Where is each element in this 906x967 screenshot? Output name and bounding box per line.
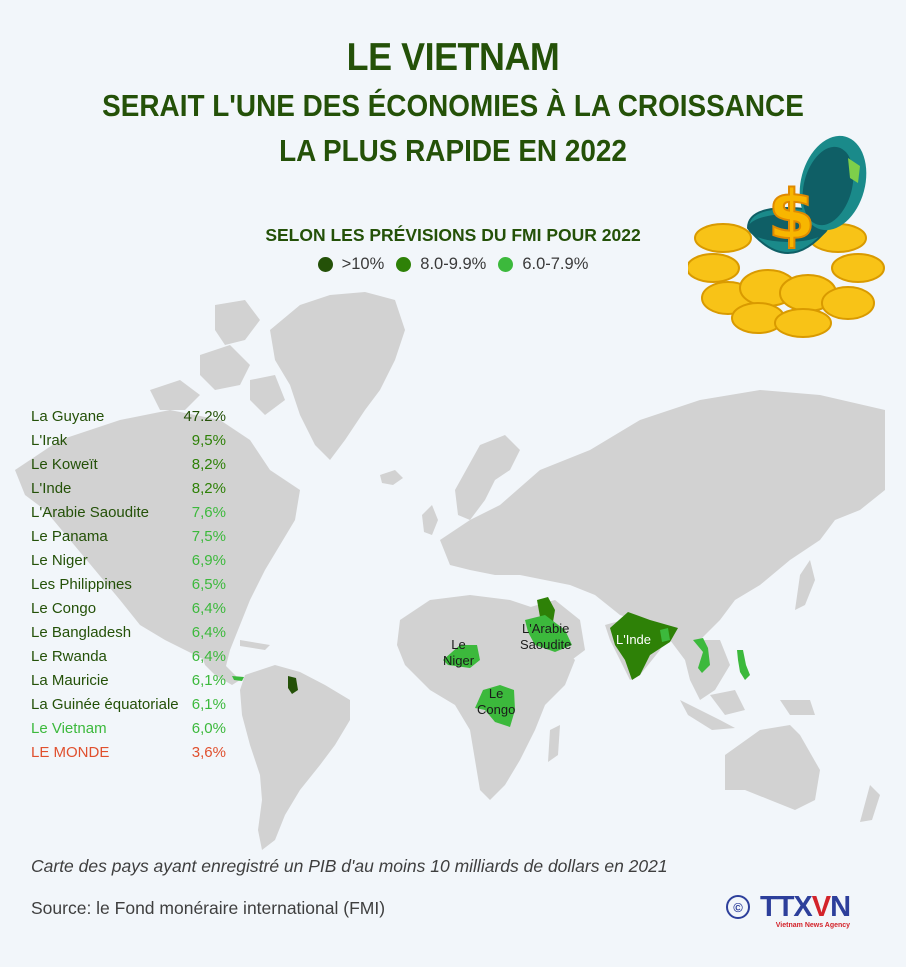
growth-value: 6,1%: [191, 696, 226, 713]
growth-value: 8,2%: [191, 480, 226, 497]
philippines-shape: [737, 650, 750, 680]
legend-dot-icon: [396, 257, 412, 272]
svg-text:$: $: [768, 176, 815, 255]
growth-value: 47.2%: [183, 408, 226, 425]
growth-value: 7,6%: [191, 504, 226, 521]
iraq-shape: [537, 597, 555, 622]
growth-value: 6,9%: [191, 552, 226, 569]
legend-label: >10%: [341, 255, 385, 273]
country-name: Le Congo: [31, 600, 97, 617]
subtitle: SELON LES PRÉVISIONS DU FMI POUR 2022: [265, 225, 641, 245]
ranking-row: Le Koweït 8,2%: [31, 453, 226, 477]
map-label-niger: Le Niger: [443, 637, 475, 668]
country-name: L'Inde: [31, 480, 72, 497]
ranking-row: Le Bangladesh 6,4%: [31, 621, 226, 645]
south-america-shape: [240, 665, 350, 850]
coins-globe-illustration: $: [688, 135, 885, 338]
growth-value: 6,4%: [191, 624, 226, 641]
legend-dot-icon: [317, 257, 333, 272]
country-name: La Guinée équatoriale: [31, 696, 179, 713]
country-name: L'Irak: [31, 432, 68, 449]
legend-dot-icon: [498, 257, 514, 272]
ranking-row: Le Panama 7,5%: [31, 525, 226, 549]
legend-label: 8.0-9.9%: [420, 255, 487, 273]
north-america-shape: [15, 410, 300, 672]
growth-value: 6,0%: [191, 720, 226, 737]
ranking-row: LE MONDE 3,6%: [31, 741, 226, 765]
ranking-row: Le Rwanda 6,4%: [31, 645, 226, 669]
ranking-row: Le Vietnam 6,0%: [31, 717, 226, 741]
ranking-row: L'Arabie Saoudite 7,6%: [31, 501, 226, 525]
country-name: La Mauricie: [31, 672, 109, 689]
country-name: Le Bangladesh: [31, 624, 132, 641]
growth-value: 3,6%: [191, 744, 226, 761]
ranking-row: La Guyane 47.2%: [31, 405, 226, 429]
map-caption: Carte des pays ayant enregistré un PIB d…: [31, 856, 668, 876]
country-name: La Guyane: [31, 408, 105, 425]
legend-label: 6.0-7.9%: [522, 255, 589, 273]
legend-item-over-10: >10%: [317, 255, 385, 274]
rankings-list: La Guyane 47.2% L'Irak 9,5% Le Koweït 8,2% L'I…: [31, 405, 226, 765]
saudi-arabia-shape: [525, 615, 572, 652]
ttxvn-logo: © TTXVN Vietnam News Agency: [726, 891, 851, 929]
country-name: Le Niger: [31, 552, 88, 569]
vietnam-shape: [693, 638, 710, 673]
country-name: Le Panama: [31, 528, 108, 545]
growth-value: 6,4%: [191, 648, 226, 665]
niger-shape: [443, 645, 480, 668]
ranking-row: La Guinée équatoriale 6,1%: [31, 693, 226, 717]
logo-wordmark: TTXVN: [760, 891, 851, 923]
panama-shape: [232, 676, 244, 681]
logo-subtitle: Vietnam News Agency: [775, 922, 851, 929]
ranking-row: La Mauricie 6,1%: [31, 669, 226, 693]
country-name: Le Vietnam: [31, 720, 107, 737]
map-label-congo: Le Congo: [477, 686, 516, 717]
growth-value: 6,1%: [191, 672, 226, 689]
ranking-row: Les Philippines 6,5%: [31, 573, 226, 597]
greenland-shape: [270, 292, 405, 460]
ranking-row: L'Irak 9,5%: [31, 429, 226, 453]
copyright-icon: ©: [726, 895, 750, 919]
eurasia-shape: [440, 390, 885, 660]
growth-value: 9,5%: [191, 432, 226, 449]
map-label-india: L'Inde: [616, 632, 652, 647]
growth-value: 8,2%: [191, 456, 226, 473]
growth-value: 7,5%: [191, 528, 226, 545]
map-label-saudi-arabia: L'Arabie Saoudite: [520, 621, 572, 652]
growth-value: 6,4%: [191, 600, 226, 617]
ranking-row: Le Niger 6,9%: [31, 549, 226, 573]
title-line-3: LA PLUS RAPIDE EN 2022: [279, 133, 627, 168]
ranking-row: Le Congo 6,4%: [31, 597, 226, 621]
ranking-row: L'Inde 8,2%: [31, 477, 226, 501]
legend: >10% 8.0-9.9% 6.0-7.9%: [0, 255, 906, 274]
congo-shape: [475, 685, 515, 727]
country-name: Les Philippines: [31, 576, 132, 593]
australia-shape: [725, 725, 820, 810]
world-map: [15, 292, 885, 850]
legend-item-8-to-10: 8.0-9.9%: [396, 255, 486, 274]
title-line-1: LE VIETNAM: [346, 36, 560, 79]
source-note: Source: le Fond monéraire international …: [31, 898, 386, 918]
country-name: LE MONDE: [31, 744, 110, 761]
country-name: L'Arabie Saoudite: [31, 504, 149, 521]
growth-value: 6,5%: [191, 576, 226, 593]
bangladesh-shape: [660, 628, 670, 642]
country-name: Le Koweït: [31, 456, 98, 473]
legend-item-6-to-8: 6.0-7.9%: [498, 255, 588, 274]
guyana-shape: [288, 676, 298, 694]
title-line-2: SERAIT L'UNE DES ÉCONOMIES À LA CROISSAN…: [102, 88, 804, 123]
country-name: Le Rwanda: [31, 648, 107, 665]
india-shape: [610, 612, 678, 680]
